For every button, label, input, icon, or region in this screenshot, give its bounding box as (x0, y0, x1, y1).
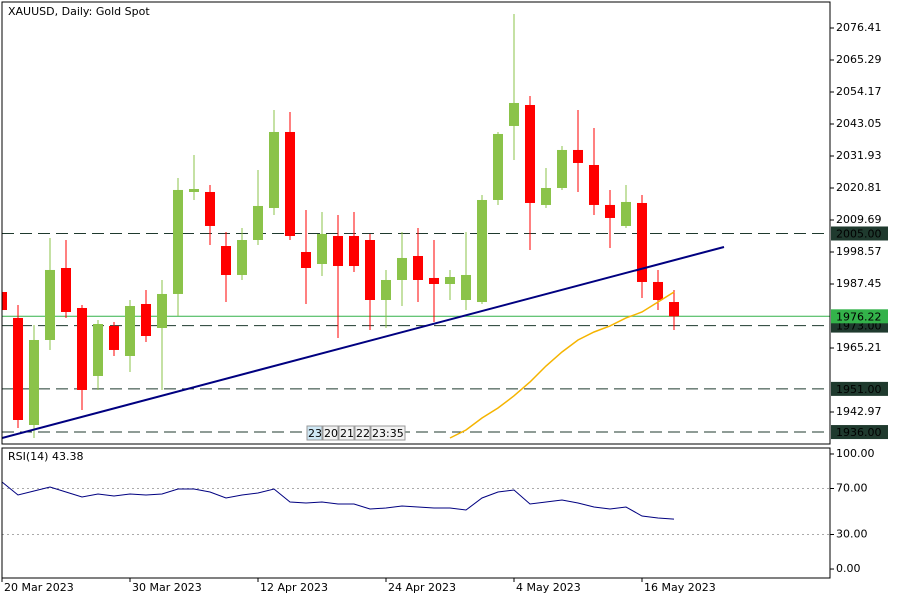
candle-body (205, 191, 215, 226)
x-tick-label: 16 May 2023 (644, 581, 716, 594)
candle-body (541, 187, 551, 205)
candle-body (413, 255, 423, 280)
candle-body (2, 291, 7, 311)
time-marker-box (354, 425, 371, 441)
candle-body (493, 133, 503, 200)
level-label: 1951.00 (836, 383, 882, 396)
x-tick-label: 20 Mar 2023 (4, 581, 74, 594)
time-marker: 20 (324, 427, 338, 440)
level-label: 1936.00 (836, 426, 882, 439)
candle-body (509, 102, 519, 126)
rsi-line (2, 481, 675, 520)
candle-body (61, 267, 71, 312)
x-tick-label: 30 Mar 2023 (132, 581, 202, 594)
candle-body (269, 131, 279, 208)
time-marker-box (370, 425, 406, 441)
time-marker-box (322, 425, 339, 441)
rsi-plot (2, 481, 830, 536)
candle-body (173, 189, 183, 294)
candle-body (349, 235, 359, 267)
y-tick-label: 1942.97 (836, 405, 882, 418)
y-tick-label: 1998.57 (836, 245, 882, 258)
candle-body (445, 277, 455, 284)
candle-body (573, 149, 583, 163)
candle-body (557, 149, 567, 188)
y-tick-label: 100.00 (836, 447, 875, 460)
overlay: 2076.41 2065.29 2054.17 2043.05 2031.93 2020.… (1, 21, 888, 594)
candle-body (93, 323, 103, 376)
y-tick-label: 1965.21 (836, 341, 882, 354)
y-tick-label: 2009.69 (836, 213, 882, 226)
candle-body (669, 302, 679, 317)
candle-body (301, 251, 311, 268)
current-price-box (831, 309, 888, 324)
x-tick-label: 12 Apr 2023 (260, 581, 328, 594)
candle-body (333, 235, 343, 267)
y-tick-label: 2065.29 (836, 53, 882, 66)
candle-body (141, 303, 151, 336)
rsi-title: RSI(14) 43.38 (8, 450, 83, 463)
level-label-box (831, 381, 888, 396)
x-tick-label: 4 May 2023 (516, 581, 581, 594)
level-label-box (831, 226, 888, 241)
level-label-box (831, 425, 888, 440)
y-tick-label: 0.00 (836, 562, 861, 575)
candle-body (157, 293, 167, 328)
candle-body (461, 274, 471, 300)
chart-title: XAUUSD, Daily: Gold Spot (8, 5, 150, 18)
y-tick-label: 2031.93 (836, 149, 882, 162)
candle-body (109, 325, 119, 350)
x-tick-label: 24 Apr 2023 (388, 581, 456, 594)
trendline (2, 246, 725, 439)
candle-body (525, 104, 535, 203)
y-tick-label: 1987.45 (836, 277, 882, 290)
price-plot (2, 13, 830, 439)
time-marker: 22 (356, 427, 370, 440)
y-tick-label: 2076.41 (836, 21, 882, 34)
y-tick-label: 70.00 (836, 481, 868, 494)
current-price-label: 1976.22 (836, 310, 882, 323)
candle-body (189, 188, 199, 192)
candle-body (605, 204, 615, 218)
y-tick-label: 30.00 (836, 528, 868, 541)
candle-body (429, 277, 439, 284)
y-tick-label: 2020.81 (836, 181, 882, 194)
candle-body (317, 233, 327, 264)
price-panel-frame (1, 1, 831, 445)
candle-body (125, 306, 135, 356)
candle-body (365, 239, 375, 300)
candle-body (589, 164, 599, 205)
time-marker: 21 (340, 427, 354, 440)
candle-body (29, 339, 39, 426)
candle-body (381, 279, 391, 300)
time-marker: 23 (308, 427, 322, 440)
candle-body (653, 281, 663, 300)
candle-body (221, 246, 231, 275)
time-marker: 23:35 (372, 427, 404, 440)
candle-body (45, 269, 55, 340)
candle-body (397, 257, 407, 280)
level-label: 2005.00 (836, 227, 882, 240)
y-tick-label: 2043.05 (836, 117, 882, 130)
candle-body (285, 131, 295, 236)
time-marker-box (306, 425, 323, 441)
candle-body (253, 205, 263, 240)
time-marker-box (338, 425, 355, 441)
candle-body (77, 307, 87, 390)
candle-body (621, 201, 631, 226)
moving-average (449, 291, 675, 439)
candle-body (13, 317, 23, 420)
candle-body (237, 239, 247, 275)
y-tick-label: 2054.17 (836, 85, 882, 98)
candle-body (637, 202, 647, 282)
rsi-panel-frame (1, 447, 831, 579)
candle-body (477, 199, 487, 303)
